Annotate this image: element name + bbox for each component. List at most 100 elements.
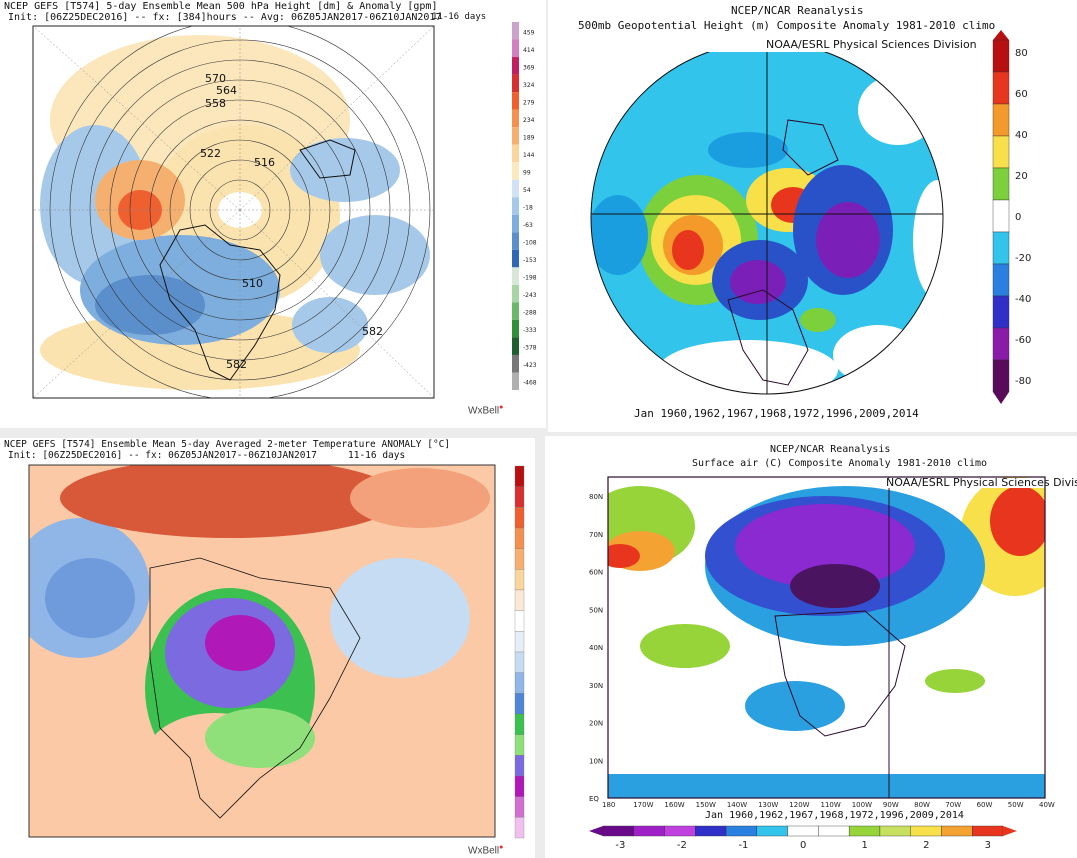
p1-colorbar-swatch (512, 337, 519, 355)
p1-colorbar-tick: -153 (523, 257, 537, 264)
p4-title-line1: NCEP/NCAR Reanalysis (770, 444, 891, 455)
p4-colorbar-tick: 2 (923, 840, 929, 851)
p2-colorbar-swatch (992, 103, 1010, 137)
p1-contour-label: 570 (205, 72, 226, 85)
p1-colorbar-tick: -63 (523, 222, 533, 229)
p2-colorbar-swatch (992, 359, 1010, 393)
p4-source: NOAA/ESRL Physical Sciences Division (886, 476, 1077, 489)
p1-colorbar-swatch (512, 214, 519, 233)
p3-colorbar-swatch (514, 548, 525, 570)
p4-colorbar-tick: 1 (862, 840, 868, 851)
p1-colorbar-swatch (512, 284, 519, 303)
p4-lat-label: 40N (589, 644, 603, 652)
p1-colorbar-swatch (512, 144, 519, 163)
p4-lat-label: 20N (589, 720, 603, 728)
p4-lat-label: 10N (589, 757, 603, 765)
p1-contour-label: 510 (242, 277, 263, 290)
p1-colorbar-swatch (512, 109, 519, 128)
p2-title-line2: 500mb Geopotential Height (m) Composite … (578, 19, 996, 32)
p1-colorbar-tick: -378 (523, 345, 537, 352)
p3-colorbar-swatch (514, 796, 525, 818)
p3-colorbar-swatch (514, 817, 525, 839)
p4-lon-label: 170W (633, 801, 653, 809)
p3-colorbar-swatch (514, 755, 525, 777)
p1-colorbar-swatch (512, 319, 519, 338)
p3-colorbar-swatch (514, 507, 525, 529)
p1-colorbar-tick: -468 (523, 380, 537, 387)
p2-colorbar-swatch (992, 199, 1010, 233)
p4-colorbar-swatch (941, 825, 973, 837)
p1-colorbar-swatch (512, 372, 519, 390)
p3-colorbar-swatch (514, 693, 525, 715)
p4-colorbar-arrow (589, 826, 603, 836)
p2-colorbar-swatch (992, 71, 1010, 105)
p1-colorbar-tick: 144 (523, 152, 535, 159)
panel-gefs-2m-temp: NCEP GEFS [T574] Ensemble Mean 5-day Ave… (0, 438, 535, 858)
p2-colorbar-tick: 40 (1015, 130, 1028, 141)
p1-colorbar-swatch (512, 127, 519, 145)
p4-footer: Jan 1960,1962,1967,1968,1972,1996,2009,2… (705, 810, 964, 821)
p1-contour-label: 558 (205, 97, 226, 110)
p2-colorbar: 80 60 40 20 0 -20 -40 -60 -80 (992, 30, 1031, 404)
p2-title-line1: NCEP/NCAR Reanalysis (731, 4, 864, 17)
p2-colorbar-tick: -20 (1015, 253, 1031, 264)
p4-lon-label: 70W (945, 801, 961, 809)
panel-reanalysis-500mb: NCEP/NCAR Reanalysis 500mb Geopotential … (548, 0, 1077, 432)
p3-colorbar-swatch (514, 465, 525, 487)
p1-colorbar-tick: 99 (523, 169, 531, 176)
p1-colorbar-tick: 369 (523, 64, 535, 71)
p4-lat-label: 30N (589, 682, 603, 690)
p1-colorbar-tick: 279 (523, 99, 535, 106)
p4-lon-label: 50W (1008, 801, 1024, 809)
p4-colorbar-tick: -2 (677, 840, 687, 851)
p4-colorbar: -3 -2 -1 0 1 2 3 (589, 825, 1017, 851)
p4-lon-label: 80W (914, 801, 930, 809)
p1-colorbar-swatch (512, 162, 519, 180)
p1-colorbar-tick: 414 (523, 47, 535, 54)
p1-colorbar-tick: -243 (523, 292, 537, 299)
p1-colorbar-swatch (512, 74, 519, 93)
p1-contour-label: 516 (254, 156, 275, 169)
p4-colorbar-swatch (602, 825, 634, 837)
p3-days: 11-16 days (348, 450, 406, 461)
p1-colorbar-swatch (512, 354, 519, 373)
p4-map: NOAA/ESRL Physical Sciences Division 80N… (589, 476, 1077, 851)
p3-colorbar-swatch (514, 734, 525, 756)
p3-map (28, 464, 525, 839)
p4-lon-label: 110W (821, 801, 841, 809)
p4-lon-label: 60W (977, 801, 993, 809)
p3-colorbar-swatch (514, 527, 525, 549)
p4-lon-label: 90W (883, 801, 899, 809)
p1-title-line2: Init: [06Z25DEC2016] -- fx: [384]hours -… (8, 12, 442, 23)
p1-colorbar-swatch (512, 302, 519, 320)
p4-lat-label: 80N (589, 493, 603, 501)
p4-colorbar-swatch (848, 825, 881, 837)
p3-colorbar-swatch (514, 569, 525, 591)
p4-colorbar-swatch (910, 825, 942, 837)
p2-colorbar-tick: 20 (1015, 171, 1028, 182)
p4-lon-label: 160W (664, 801, 684, 809)
p2-colorbar-swatch (992, 295, 1010, 329)
p4-lat-label: 60N (589, 569, 603, 577)
p4-lat-label: EQ (589, 795, 599, 803)
p4-lon-label: 120W (789, 801, 809, 809)
p2-colorbar-tick: 80 (1015, 48, 1028, 59)
p1-colorbar-swatch (512, 249, 519, 268)
p1-contour-label: 582 (226, 358, 247, 371)
p3-colorbar-swatch (514, 486, 525, 508)
p4-colorbar-swatch (633, 825, 665, 837)
p2-colorbar-swatch (992, 135, 1010, 169)
p3-colorbar-swatch (514, 775, 525, 797)
p4-lon-label: 180 (602, 801, 615, 809)
p3-title-line2: Init: [06Z25DEC2016] -- fx: 06Z05JAN2017… (8, 450, 317, 461)
p4-colorbar-swatch (787, 825, 819, 837)
p1-colorbar-tick: -18 (523, 205, 533, 212)
p4-lat-label: 50N (589, 606, 603, 614)
p3-colorbar-swatch (514, 631, 525, 653)
p1-colorbar-swatch (512, 197, 519, 215)
p2-colorbar-tick: 60 (1015, 89, 1028, 100)
p2-colorbar-swatch (992, 39, 1010, 73)
p4-lon-label: 150W (696, 801, 716, 809)
p4-colorbar-arrow (1003, 826, 1017, 836)
